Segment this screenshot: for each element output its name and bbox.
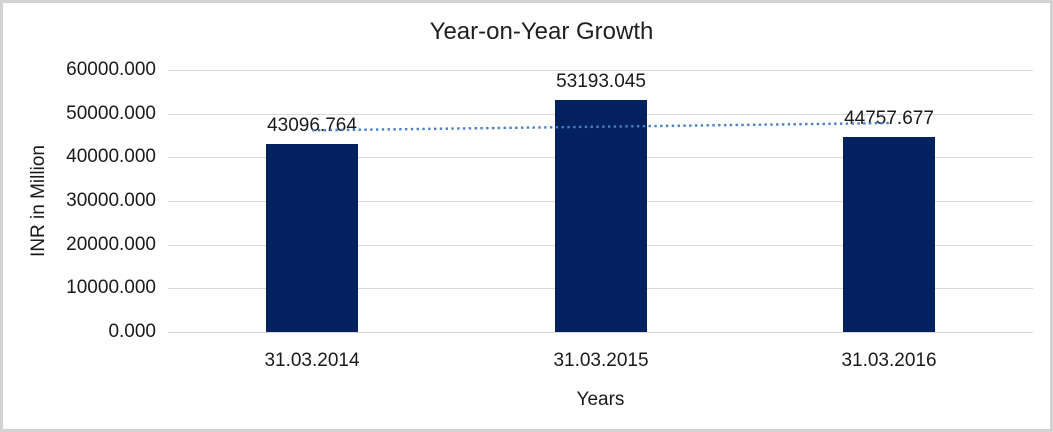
bar-value-label: 53193.045 [556,71,646,92]
category-label: 31.03.2015 [553,350,649,371]
bar [555,100,647,332]
bar [266,144,358,332]
bar [843,137,935,332]
y-tick-label: 60000.000 [66,59,156,80]
bar-value-label: 44757.677 [844,108,934,129]
bar-value-label: 43096.764 [267,115,357,136]
y-tick-label: 30000.000 [66,190,156,211]
gridline [168,70,1033,71]
y-tick-label: 50000.000 [66,103,156,124]
y-tick-label: 10000.000 [66,277,156,298]
y-tick-label: 40000.000 [66,146,156,167]
gridline [168,332,1033,333]
category-label: 31.03.2014 [264,350,360,371]
y-tick-label: 0.000 [108,321,156,342]
chart-title: Year-on-Year Growth [429,18,654,45]
x-axis-title: Years [576,389,625,410]
y-tick-label: 20000.000 [66,234,156,255]
category-label: 31.03.2016 [841,350,937,371]
